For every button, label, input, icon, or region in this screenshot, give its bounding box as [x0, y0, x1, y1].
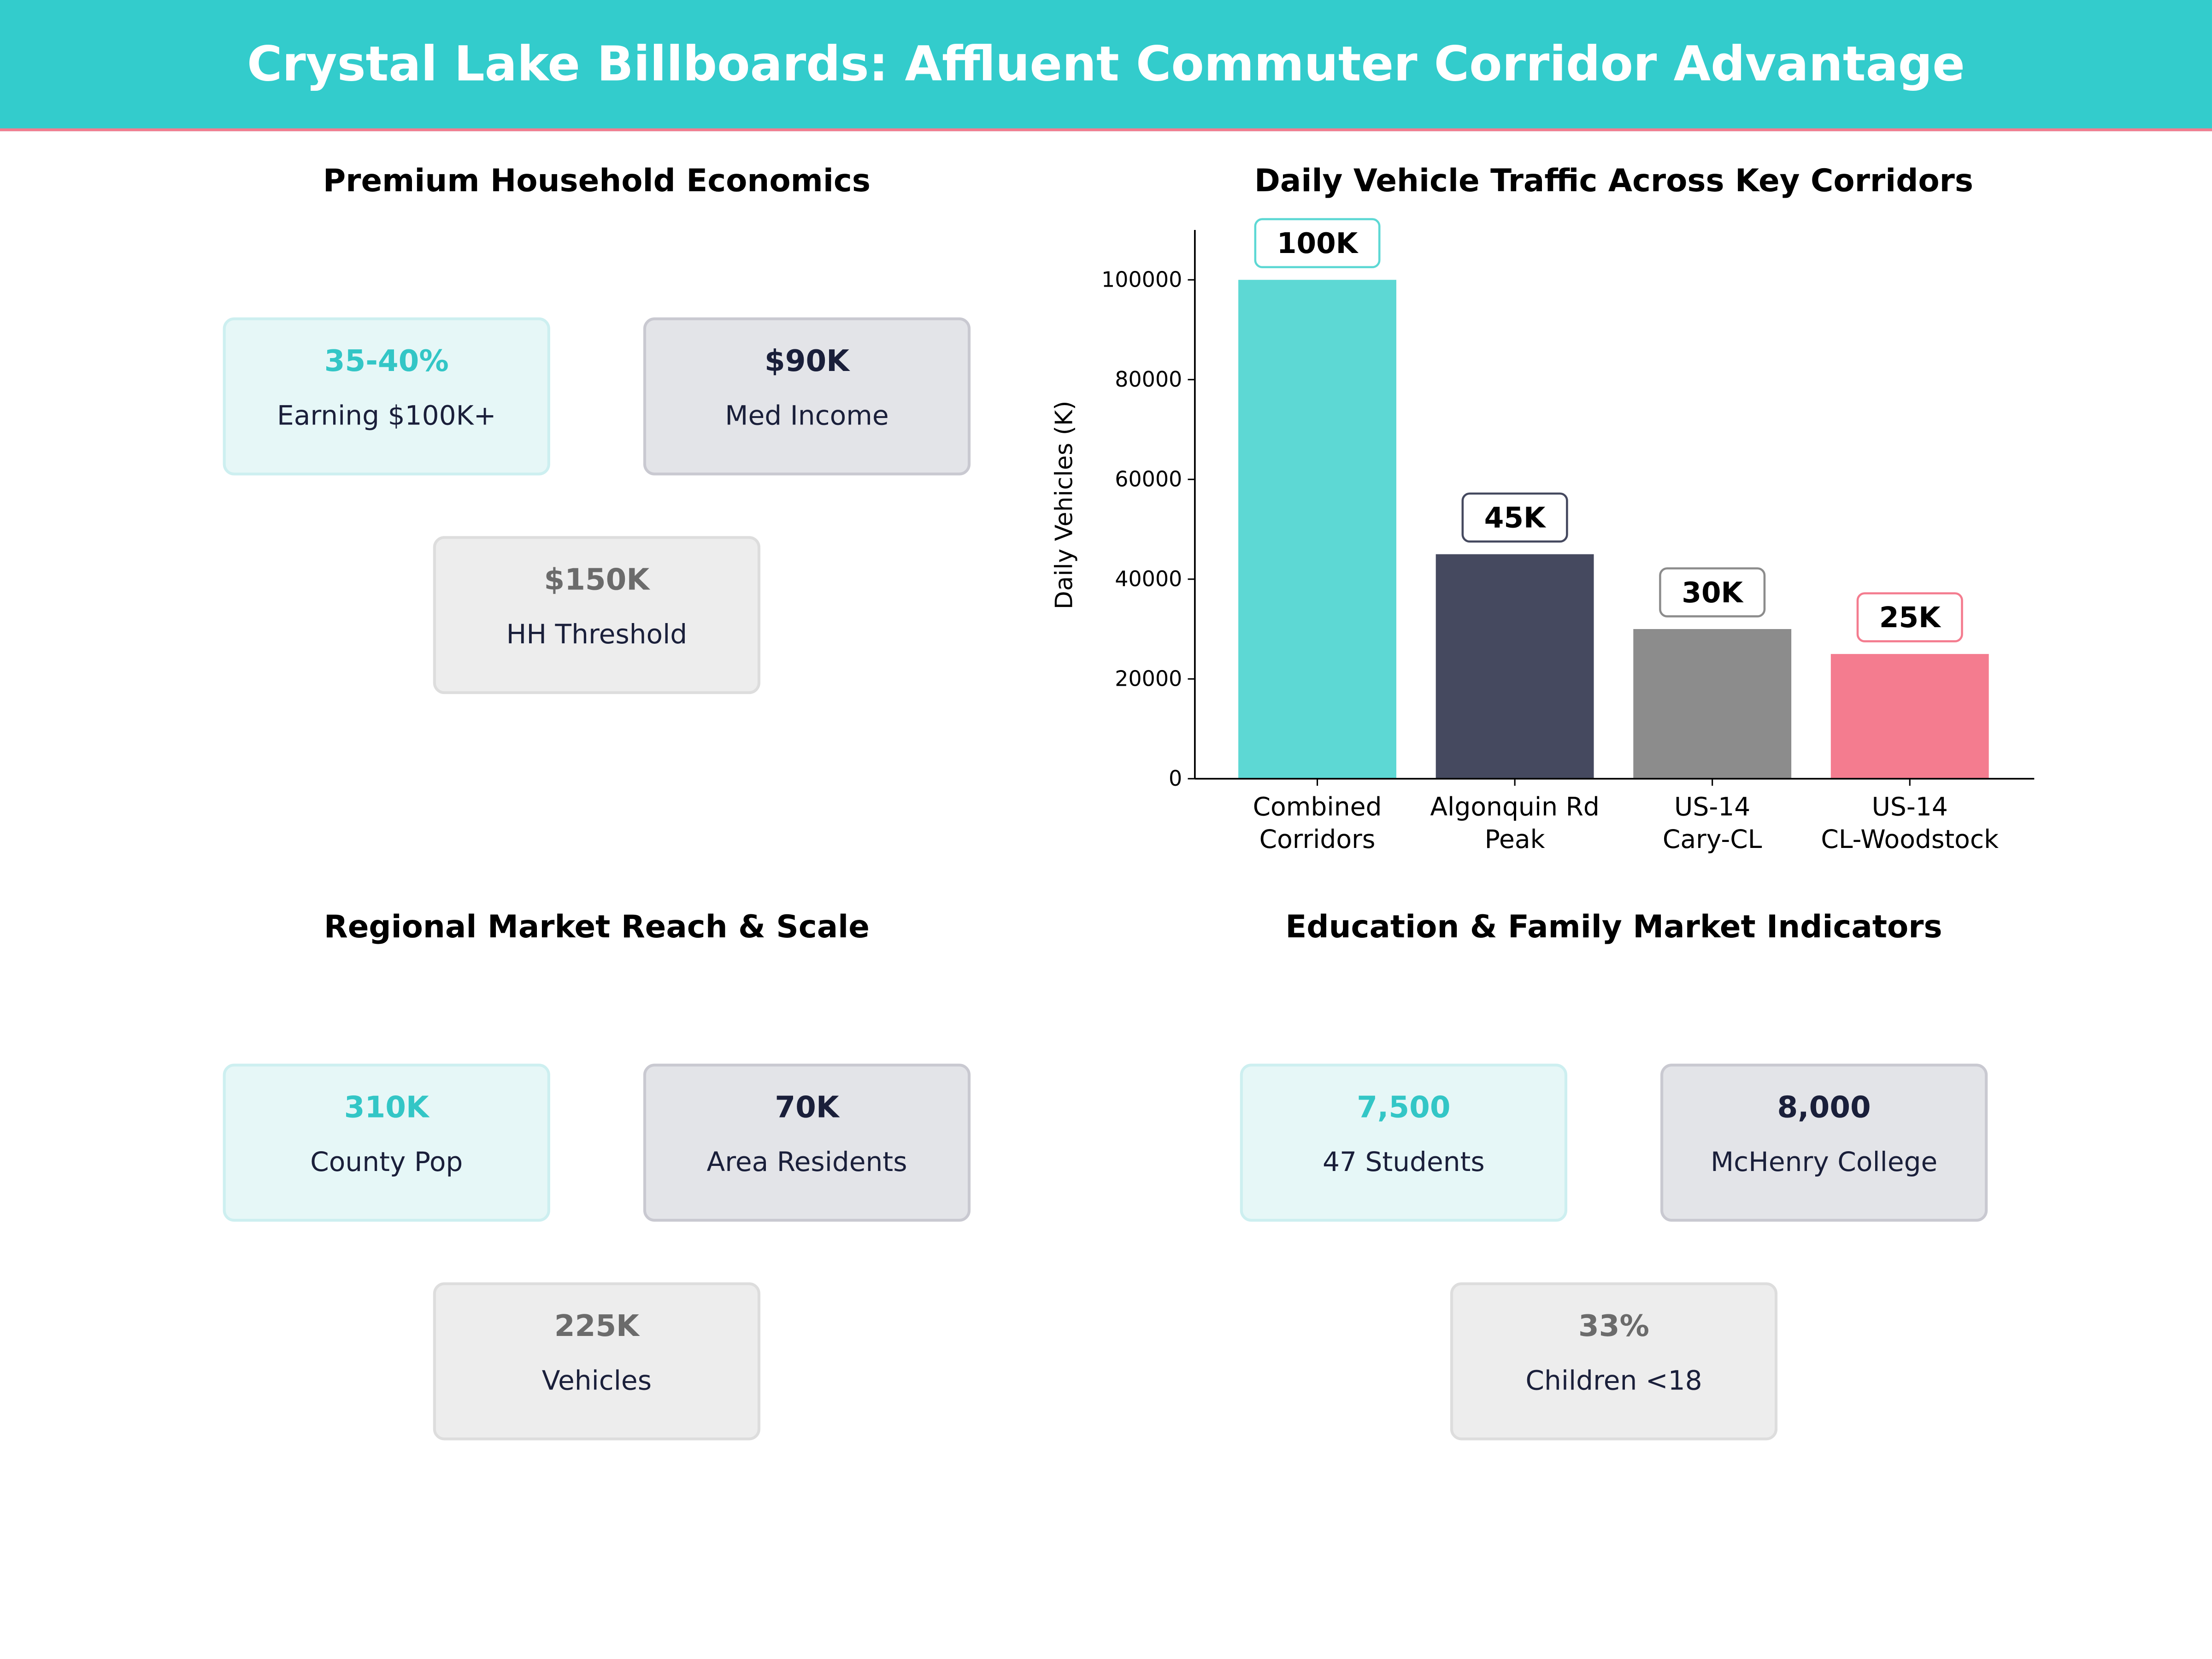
stat-label: 47 Students: [1322, 1147, 1485, 1178]
stat-value: 70K: [775, 1090, 839, 1124]
x-tick-label: US-14: [1674, 792, 1750, 821]
stat-card: 7,500 47 Students: [1240, 1064, 1567, 1222]
stat-card: 8,000 McHenry College: [1660, 1064, 1988, 1222]
y-tick-label: 100000: [1101, 267, 1182, 292]
x-tick-label: Algonquin Rd: [1430, 792, 1599, 821]
stat-card: 70K Area Residents: [643, 1064, 971, 1222]
stat-label: McHenry College: [1710, 1147, 1938, 1178]
bar: [1238, 280, 1396, 779]
y-axis-label: Daily Vehicles (K): [1051, 401, 1078, 610]
stat-card: 33% Children <18: [1450, 1282, 1778, 1441]
y-tick-label: 0: [1169, 766, 1182, 791]
x-tick-label: Cary-CL: [1663, 824, 1762, 854]
bar: [1633, 629, 1792, 779]
data-label: 100K: [1277, 227, 1359, 260]
header-banner: Crystal Lake Billboards: Affluent Commut…: [0, 0, 2212, 131]
stat-value: 310K: [344, 1090, 429, 1124]
reach-panel-title: Regional Market Reach & Scale: [324, 911, 870, 946]
stat-card: 225K Vehicles: [433, 1282, 760, 1441]
stat-card: 35-40% Earning $100K+: [223, 317, 550, 476]
stat-value: 7,500: [1357, 1090, 1451, 1124]
x-tick-label: Peak: [1485, 824, 1545, 854]
stat-card: 310K County Pop: [223, 1064, 550, 1222]
stat-card: $90K Med Income: [643, 317, 971, 476]
data-label-box: [1461, 492, 1568, 543]
stat-label: Children <18: [1525, 1365, 1702, 1397]
stat-label: County Pop: [310, 1147, 463, 1178]
page-title: Crystal Lake Billboards: Affluent Commut…: [247, 36, 1965, 93]
x-tick-label: US-14: [1872, 792, 1948, 821]
data-label-box: [1659, 567, 1766, 618]
bar: [1830, 654, 1989, 779]
stat-label: Earning $100K+: [276, 400, 496, 432]
y-tick-label: 60000: [1115, 467, 1182, 492]
y-tick-label: 20000: [1115, 666, 1182, 691]
education-panel-title: Education & Family Market Indicators: [1285, 911, 1942, 946]
stat-value: $90K: [764, 344, 849, 378]
household-panel-title: Premium Household Economics: [323, 164, 871, 200]
stat-label: Vehicles: [541, 1365, 652, 1397]
x-tick-label: Combined: [1253, 792, 1382, 821]
stat-label: Med Income: [725, 400, 889, 432]
stat-value: $150K: [544, 563, 650, 597]
stat-value: 35-40%: [324, 344, 449, 378]
y-tick-label: 40000: [1115, 566, 1182, 591]
stat-label: HH Threshold: [506, 619, 688, 651]
data-label: 30K: [1682, 577, 1744, 609]
data-label: 25K: [1879, 601, 1941, 634]
y-tick-label: 80000: [1115, 367, 1182, 392]
data-label: 45K: [1484, 501, 1547, 534]
bar: [1435, 554, 1594, 779]
x-tick-label: Corridors: [1259, 824, 1376, 854]
stat-card: $150K HH Threshold: [433, 536, 760, 694]
chart-title: Daily Vehicle Traffic Across Key Corrido…: [1254, 164, 1973, 200]
stat-value: 225K: [554, 1309, 639, 1343]
stat-label: Area Residents: [706, 1147, 907, 1178]
stat-value: 8,000: [1777, 1090, 1871, 1124]
data-label-box: [1254, 218, 1381, 268]
data-label-box: [1856, 592, 1963, 642]
stat-value: 33%: [1578, 1309, 1649, 1343]
x-tick-label: CL-Woodstock: [1821, 824, 1999, 854]
